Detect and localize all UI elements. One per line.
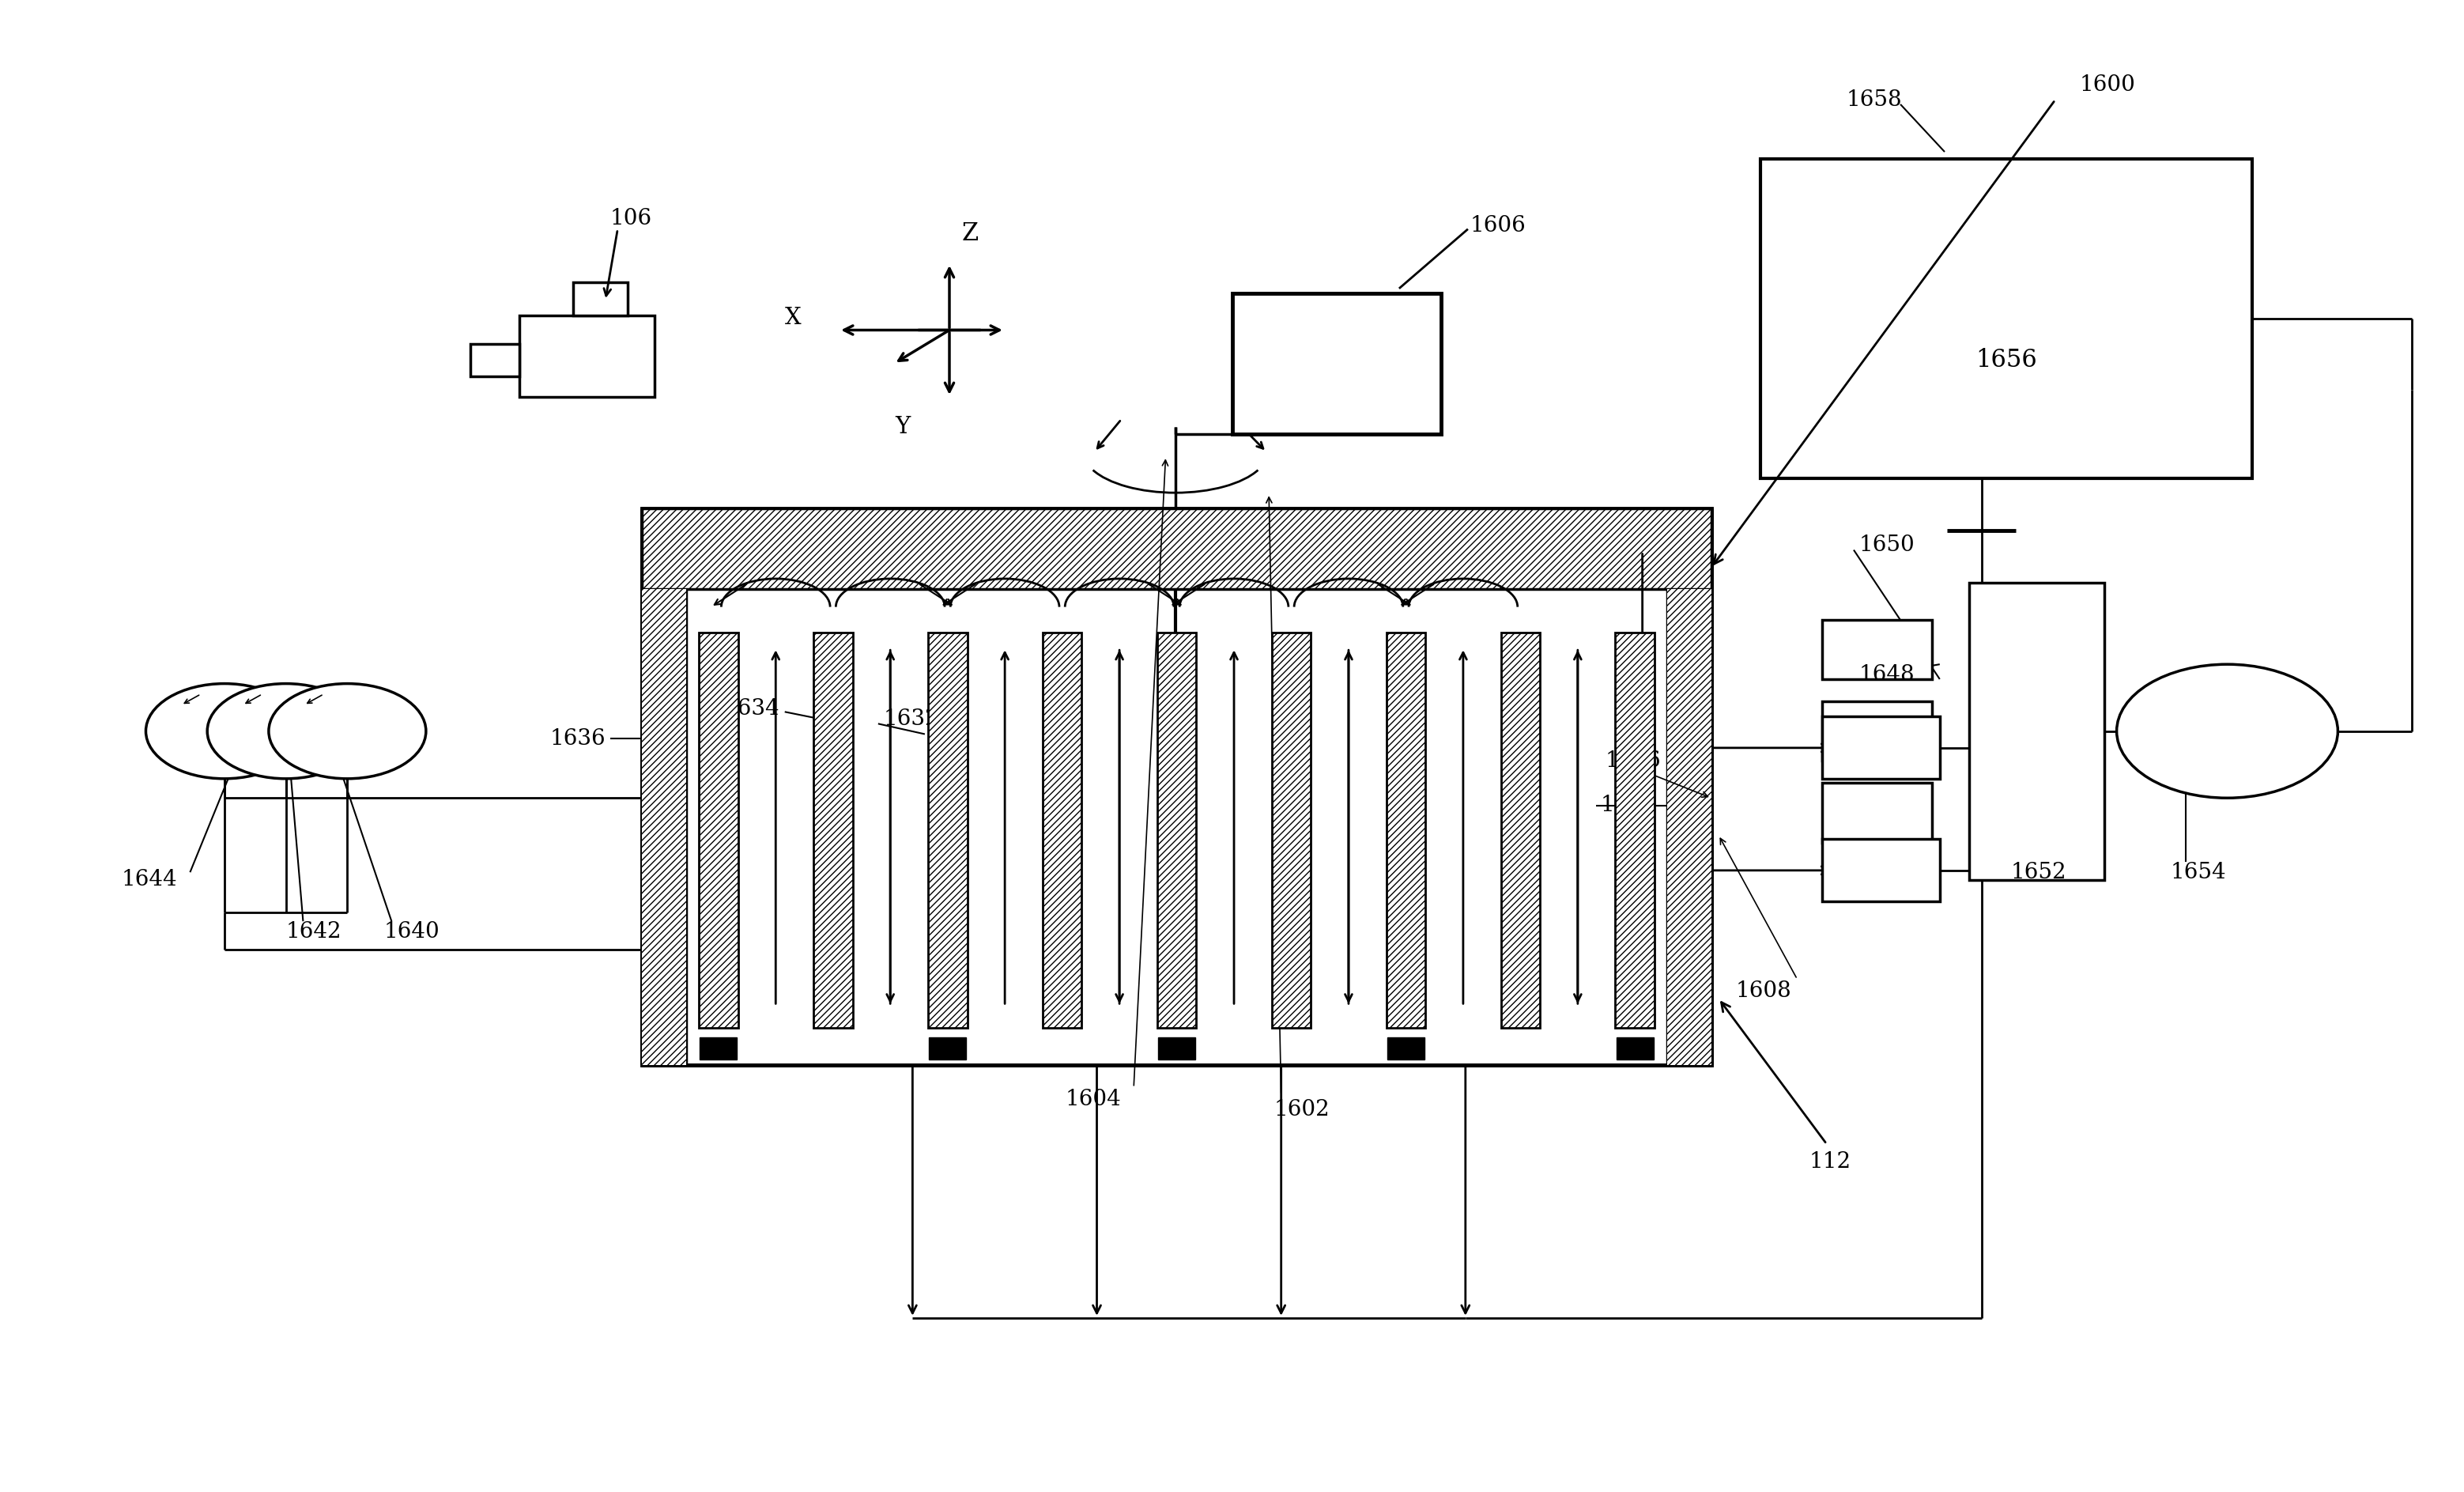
Bar bbox=[643, 589, 687, 1065]
Circle shape bbox=[207, 683, 365, 779]
Text: 1646: 1646 bbox=[1607, 750, 1661, 771]
Bar bbox=[471, 343, 520, 376]
Bar bbox=[1616, 633, 1656, 1028]
Bar bbox=[520, 315, 655, 397]
Bar bbox=[1821, 619, 1932, 679]
Text: 1640: 1640 bbox=[384, 921, 441, 943]
Bar bbox=[1042, 633, 1082, 1028]
Text: 1604: 1604 bbox=[1064, 1089, 1121, 1110]
Text: 1654: 1654 bbox=[2171, 861, 2227, 883]
Text: 1644: 1644 bbox=[121, 868, 177, 891]
Bar bbox=[1501, 633, 1540, 1028]
Bar bbox=[929, 633, 968, 1028]
Bar bbox=[1821, 839, 1939, 901]
Bar bbox=[1271, 633, 1311, 1028]
Text: 1650: 1650 bbox=[1858, 534, 1915, 557]
Text: 1636: 1636 bbox=[1602, 795, 1656, 816]
Text: 1606: 1606 bbox=[1471, 215, 1525, 237]
Text: 1648: 1648 bbox=[1858, 664, 1915, 685]
Circle shape bbox=[269, 683, 426, 779]
Text: X: X bbox=[784, 307, 801, 330]
Text: 1658: 1658 bbox=[1846, 90, 1902, 110]
Text: 1634: 1634 bbox=[724, 698, 779, 719]
Bar bbox=[1616, 1037, 1653, 1059]
Text: 1632: 1632 bbox=[882, 709, 939, 730]
Bar bbox=[1158, 633, 1198, 1028]
Bar bbox=[1668, 589, 1710, 1065]
Bar bbox=[929, 1037, 966, 1059]
Text: 1642: 1642 bbox=[286, 921, 342, 943]
Bar bbox=[1232, 292, 1441, 434]
Bar bbox=[1158, 1037, 1195, 1059]
Text: 1608: 1608 bbox=[1735, 980, 1791, 1001]
Bar bbox=[1821, 783, 1932, 843]
Bar bbox=[1387, 633, 1427, 1028]
Circle shape bbox=[145, 683, 303, 779]
Bar bbox=[574, 282, 628, 315]
Text: 112: 112 bbox=[1809, 1152, 1850, 1173]
Text: 1602: 1602 bbox=[1274, 1100, 1331, 1120]
Text: Y: Y bbox=[894, 416, 912, 437]
Text: 1600: 1600 bbox=[2080, 75, 2136, 95]
Bar bbox=[700, 633, 739, 1028]
Circle shape bbox=[2117, 664, 2338, 798]
Bar bbox=[1759, 160, 2252, 479]
Bar bbox=[643, 509, 1710, 1065]
Bar bbox=[1821, 701, 1932, 761]
Bar bbox=[1821, 716, 1939, 779]
Bar bbox=[813, 633, 853, 1028]
Bar bbox=[700, 1037, 737, 1059]
Text: 1652: 1652 bbox=[2011, 861, 2067, 883]
Text: 1656: 1656 bbox=[1976, 348, 2038, 372]
Bar bbox=[643, 509, 1710, 589]
Text: Z: Z bbox=[961, 221, 978, 246]
Text: 1636: 1636 bbox=[549, 728, 606, 749]
Bar bbox=[1969, 582, 2104, 880]
Bar bbox=[1387, 1037, 1424, 1059]
Text: 106: 106 bbox=[611, 207, 653, 230]
